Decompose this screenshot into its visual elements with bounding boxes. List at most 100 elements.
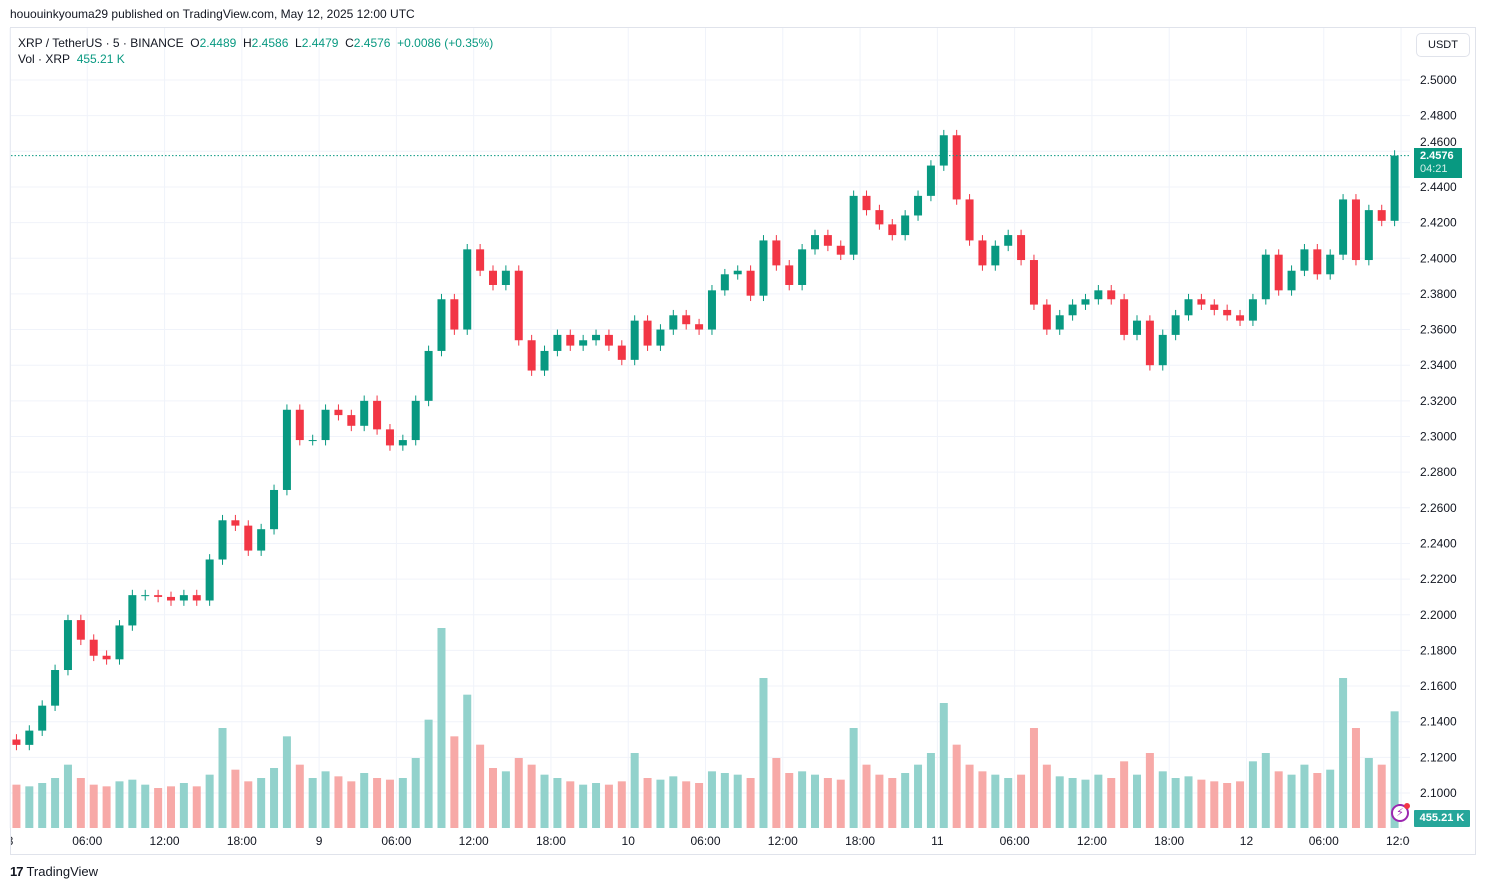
- volume-bar: [424, 719, 433, 828]
- volume-bar: [244, 781, 253, 828]
- volume-bar: [179, 783, 188, 828]
- volume-bar: [1184, 776, 1193, 828]
- volume-bar: [257, 778, 266, 828]
- notification-dot-icon: [1404, 803, 1410, 809]
- candle: [862, 195, 871, 211]
- volume-bar: [553, 778, 562, 828]
- candle: [604, 334, 613, 346]
- time-tick-label: 12:00: [768, 834, 798, 848]
- volume-bar: [540, 774, 549, 828]
- currency-button[interactable]: USDT: [1416, 33, 1470, 57]
- candle: [1326, 254, 1335, 275]
- volume-bar: [926, 753, 935, 828]
- candle: [888, 224, 897, 236]
- volume-bar: [1261, 753, 1270, 828]
- volume-bar: [51, 778, 60, 828]
- price-tick-label: 2.1400: [1420, 715, 1457, 729]
- volume-bar: [63, 764, 72, 828]
- volume-bar: [1120, 761, 1129, 828]
- volume-bar: [991, 774, 1000, 828]
- candle: [25, 730, 34, 745]
- candle: [901, 215, 910, 236]
- volume-bar: [1042, 764, 1051, 828]
- candle: [746, 270, 755, 296]
- time-tick-label: 10: [622, 834, 636, 848]
- price-tick-label: 2.3000: [1420, 430, 1457, 444]
- price-tick-label: 2.4600: [1420, 135, 1457, 149]
- candle: [1287, 270, 1296, 291]
- time-tick-label: 12:00: [1386, 834, 1416, 848]
- price-tick-label: 2.1000: [1420, 786, 1457, 800]
- volume-bar: [1145, 753, 1154, 828]
- candle: [579, 340, 588, 346]
- volume-bar: [1081, 779, 1090, 828]
- volume-bar: [489, 768, 497, 828]
- volume-bar: [720, 773, 729, 828]
- candle: [1223, 309, 1232, 316]
- price-tick-label: 2.2200: [1420, 572, 1457, 586]
- candle: [115, 625, 124, 660]
- volume-bar: [1055, 776, 1064, 828]
- volume-bar: [115, 781, 124, 828]
- volume-bar: [862, 764, 871, 828]
- time-tick-label: 18:00: [1154, 834, 1184, 848]
- candle: [463, 249, 472, 330]
- symbol-title[interactable]: XRP / TetherUS · 5 · BINANCE: [18, 36, 184, 50]
- candle: [1107, 290, 1116, 300]
- volume-bar: [1017, 774, 1026, 828]
- volume-bar: [1094, 774, 1103, 828]
- time-tick-label: 12: [1240, 834, 1254, 848]
- candle: [1248, 299, 1257, 321]
- candle: [360, 400, 369, 426]
- candle: [1184, 299, 1193, 316]
- volume-bar: [89, 784, 98, 828]
- tradingview-brand[interactable]: 17 TradingView: [10, 864, 98, 879]
- candle: [1029, 260, 1038, 305]
- volume-bar: [566, 781, 575, 828]
- price-tick-label: 2.4000: [1420, 251, 1457, 265]
- volume-label[interactable]: Vol · XRP: [18, 52, 71, 66]
- bar-countdown: 04:21: [1420, 163, 1448, 175]
- candle: [836, 245, 845, 255]
- candle: [411, 400, 420, 441]
- brand-name: TradingView: [26, 864, 99, 879]
- volume-bar: [1313, 773, 1322, 828]
- candle: [167, 596, 175, 601]
- price-tick-label: 2.5000: [1420, 73, 1457, 87]
- candle: [1339, 199, 1348, 255]
- volume-bar: [514, 758, 523, 828]
- volume-bar: [823, 778, 832, 828]
- candle: [295, 409, 304, 441]
- candle: [1120, 299, 1129, 335]
- volume-bar: [1068, 778, 1077, 828]
- volume-bar: [167, 786, 175, 828]
- candle: [450, 299, 459, 330]
- candle: [1197, 299, 1206, 305]
- volume-bar: [192, 786, 201, 828]
- candle: [1261, 254, 1270, 300]
- volume-bar: [914, 764, 923, 828]
- volume-bar: [398, 778, 407, 828]
- volume-bar: [1210, 781, 1219, 828]
- volume-bar: [836, 779, 845, 828]
- volume-bar: [1326, 769, 1335, 828]
- candle: [991, 245, 1000, 266]
- volume-bar: [476, 744, 485, 828]
- candle: [192, 595, 201, 601]
- legend-ohlc-row: XRP / TetherUS · 5 · BINANCE O2.4489 H2.…: [18, 35, 493, 51]
- time-tick-label: 06:00: [381, 834, 411, 848]
- candle: [424, 350, 433, 401]
- price-tick-label: 2.3600: [1420, 323, 1457, 337]
- lightning-bolt-icon[interactable]: ⚡: [1391, 803, 1410, 822]
- candle: [1145, 320, 1154, 366]
- candle: [643, 320, 652, 346]
- volume-bar: [656, 779, 665, 828]
- candle: [553, 334, 562, 351]
- candle: [1004, 235, 1013, 246]
- candle: [1171, 315, 1180, 335]
- volume-bar: [218, 728, 227, 828]
- candle: [63, 620, 72, 671]
- volume-bar: [308, 778, 317, 828]
- candle: [1351, 199, 1360, 261]
